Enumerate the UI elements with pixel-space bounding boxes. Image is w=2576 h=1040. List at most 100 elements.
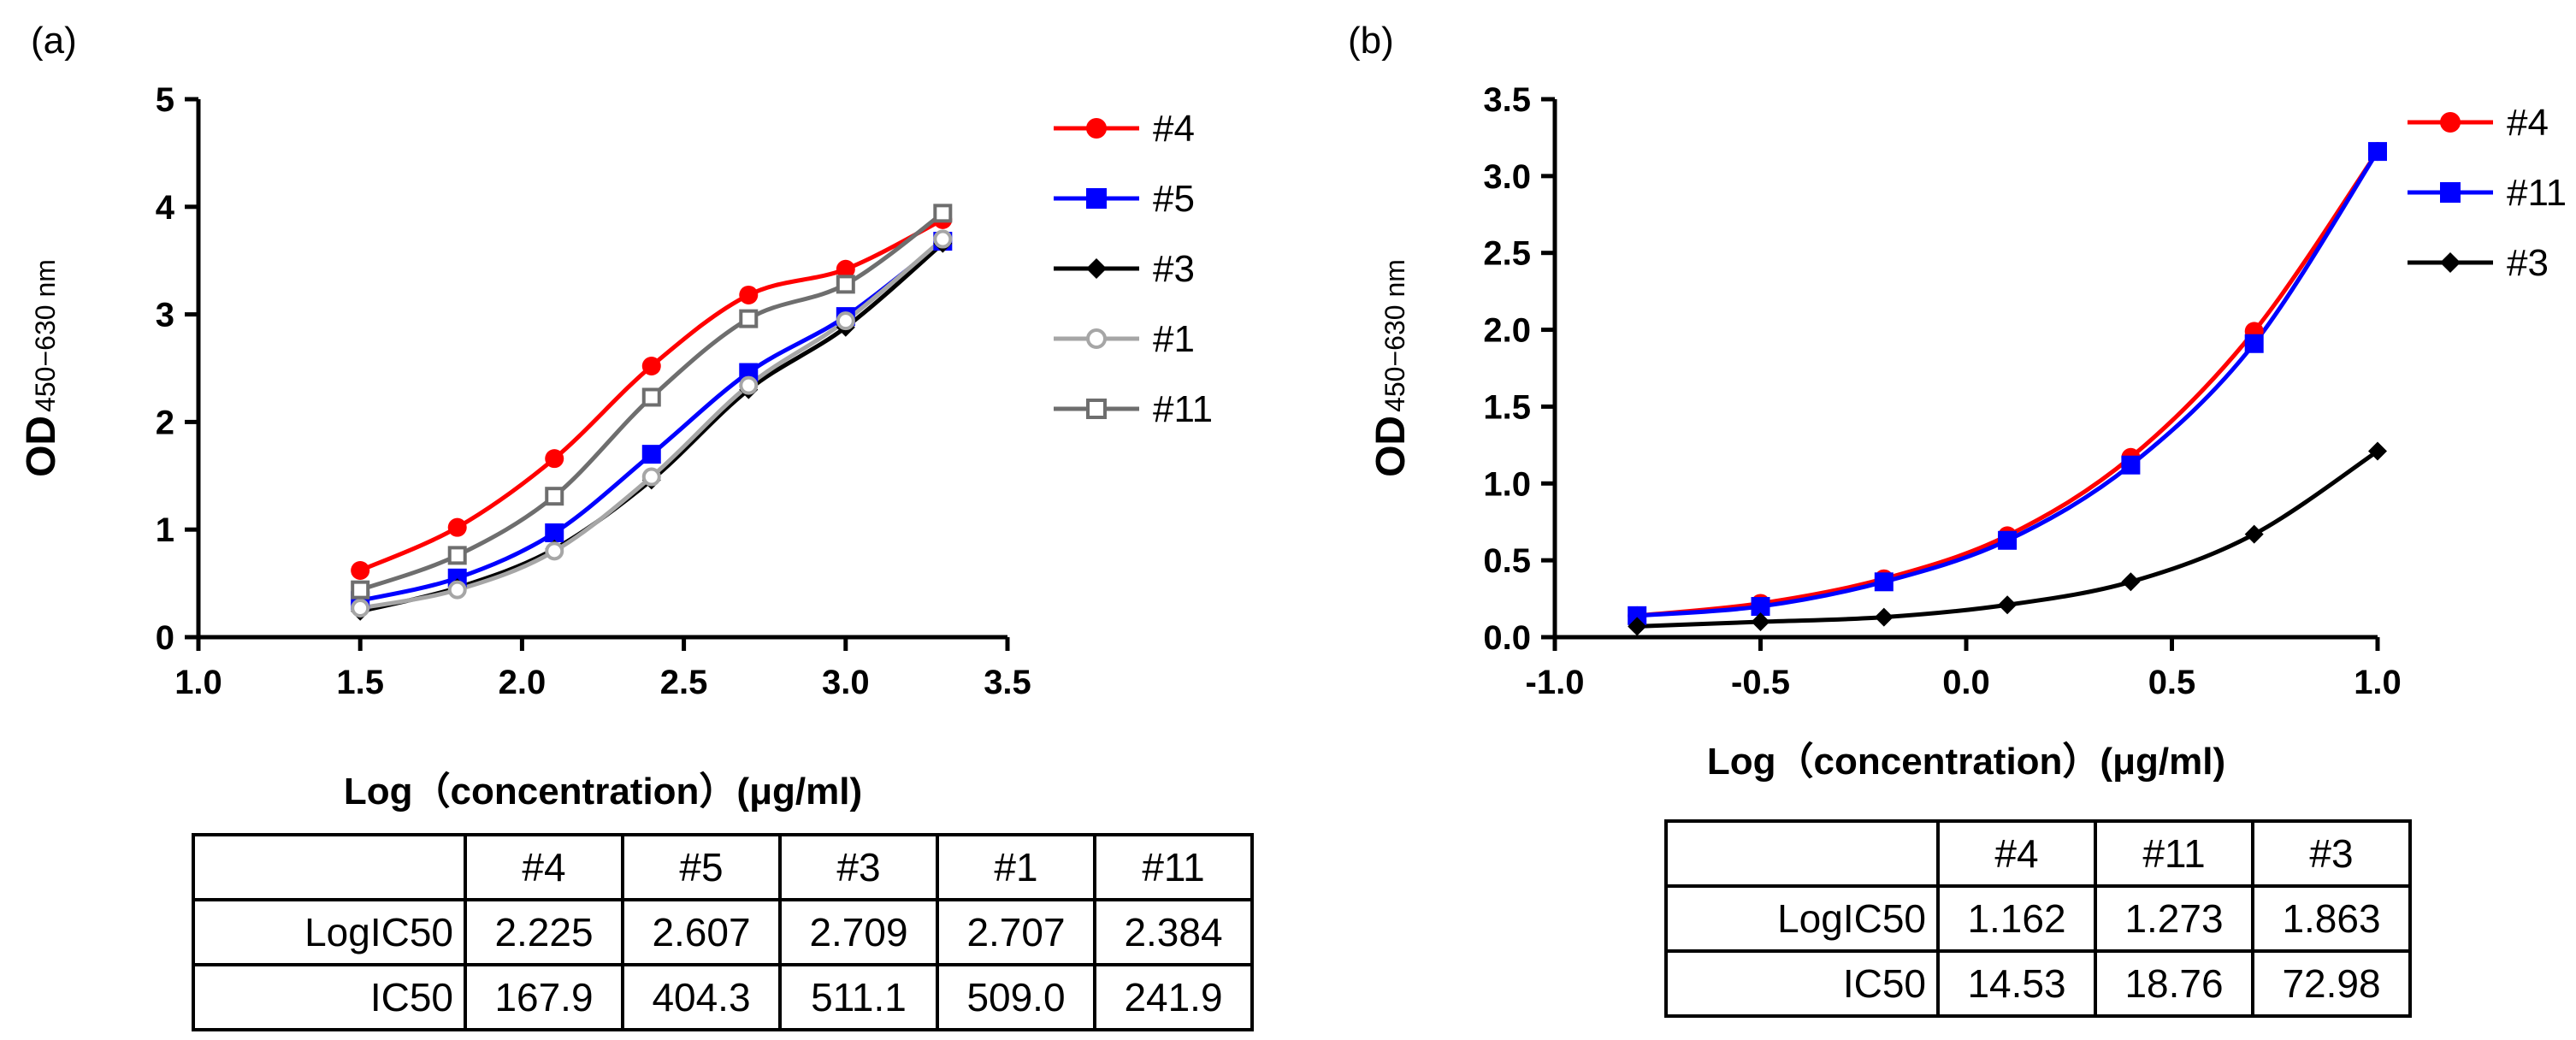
table-cell: 2.709 [778, 898, 939, 966]
y-tick-label: 2.5 [1483, 235, 1531, 273]
y-tick-label: 3.5 [1483, 81, 1531, 119]
table-cell: 1.273 [2094, 884, 2254, 953]
x-axis-label: Log（concentration）(μg/ml) [1707, 741, 2225, 783]
data-point [739, 375, 759, 395]
data-point [1874, 572, 1894, 592]
table-header-cell: #11 [1093, 833, 1254, 901]
table-row: LogIC50 1.162 1.273 1.863 [1664, 884, 2412, 953]
data-point [836, 311, 855, 331]
table-cell: 1.162 [1936, 884, 2097, 953]
legend: #4 #5 #3 #1 #11 [1054, 108, 1213, 430]
x-tick-label: 0.0 [1942, 664, 1990, 701]
y-axis-label: OD450−630 nm [1368, 259, 1414, 477]
y-tick-label: 2.0 [1483, 312, 1531, 350]
table-cell: 404.3 [621, 963, 782, 1031]
legend-marker [1086, 328, 1107, 349]
table-header-cell: #4 [1936, 819, 2097, 888]
legend-marker [1086, 188, 1107, 209]
data-point [739, 285, 759, 304]
data-point [1628, 617, 1647, 636]
table-cell: 2.384 [1093, 898, 1254, 966]
data-point [351, 580, 370, 600]
table-cell: 1.863 [2251, 884, 2412, 953]
table-cell: 511.1 [778, 963, 939, 1031]
y-tick-label: 4 [156, 189, 175, 227]
legend-label: #1 [1153, 318, 1195, 360]
y-tick-label: 3.0 [1483, 158, 1531, 196]
data-point [836, 275, 855, 294]
table-header-cell: #3 [2251, 819, 2412, 888]
series-line-5 [359, 239, 944, 603]
x-tick-label: 1.5 [336, 664, 384, 701]
x-tick-label: -0.5 [1731, 664, 1790, 701]
data-point [933, 204, 953, 223]
series-line-3 [359, 241, 944, 614]
y-tick-label: 5 [156, 81, 174, 119]
table-cell: 2.707 [936, 898, 1096, 966]
data-point [641, 387, 661, 407]
data-point [447, 580, 467, 600]
y-tick-label: 1.0 [1483, 465, 1531, 503]
data-point [933, 229, 953, 249]
data-point [1998, 595, 2018, 615]
ic50-table-a: #4 #5 #3 #1 #11 LogIC50 2.225 2.607 2.709 2.707 2.… [192, 833, 1254, 1031]
table-cell: 18.76 [2094, 949, 2254, 1018]
legend-marker [1086, 399, 1107, 419]
legend-marker [1086, 118, 1107, 139]
data-point [351, 561, 370, 581]
data-point [1751, 612, 1770, 632]
legend-label: #5 [1153, 178, 1195, 220]
x-tick-label: -1.0 [1526, 664, 1585, 701]
data-point [641, 445, 661, 464]
y-tick-label: 0 [156, 619, 174, 657]
y-tick-label: 2 [156, 404, 174, 441]
legend-label: #11 [1153, 388, 1213, 430]
legend-marker [2440, 182, 2461, 203]
table-corner-cell [1664, 819, 1940, 888]
legend-label: #3 [1153, 248, 1195, 290]
data-point [2121, 572, 2141, 592]
panel-label: (a) [31, 20, 77, 62]
x-tick-label: 1.0 [2354, 664, 2402, 701]
legend-label: #4 [2507, 102, 2549, 144]
table-cell: 241.9 [1093, 963, 1254, 1031]
x-tick-label: 1.0 [174, 664, 222, 701]
data-point [447, 546, 467, 565]
y-tick-label: 1.5 [1483, 388, 1531, 426]
table-cell: 509.0 [936, 963, 1096, 1031]
legend-marker [2440, 252, 2461, 273]
data-point [739, 363, 759, 382]
table-cell: 2.225 [464, 898, 624, 966]
data-point [2244, 524, 2264, 544]
data-point [1998, 530, 2018, 550]
legend: #4 #11 #3 [2408, 102, 2567, 284]
table-row: IC50 167.9 404.3 511.1 509.0 241.9 [192, 963, 1254, 1031]
chart-panel-a: (a) 1.0 1.5 2.0 2.5 3.0 3.5 0 1 2 3 4 5 OD450−630 nm L… [19, 20, 1213, 812]
legend-label: #11 [2507, 172, 2567, 214]
data-point [2368, 441, 2387, 461]
data-point [2368, 142, 2387, 162]
panel-label: (b) [1348, 20, 1394, 62]
data-point [1874, 607, 1894, 627]
data-point [545, 541, 564, 561]
y-tick-label: 3 [156, 297, 174, 334]
data-point [2121, 455, 2141, 475]
data-point [545, 523, 564, 542]
table-cell: 14.53 [1936, 949, 2097, 1018]
table-header-cell: #3 [778, 833, 939, 901]
legend-label: #4 [1153, 108, 1195, 150]
table-header-cell: #5 [621, 833, 782, 901]
legend-marker [2440, 112, 2461, 133]
x-tick-label: 3.0 [822, 664, 870, 701]
table-row-label: IC50 [1664, 949, 1940, 1018]
legend-marker [1086, 258, 1107, 279]
chart-panel-b: (b) -1.0 -0.5 0.0 0.5 1.0 0.0 0.5 1.0 1.5 2.0 2.5 3.… [1348, 20, 2567, 783]
data-point [739, 309, 759, 328]
y-tick-label: 1 [156, 511, 174, 549]
data-point [641, 356, 661, 375]
y-tick-label: 0.5 [1483, 542, 1531, 580]
x-axis-label: Log（concentration）(μg/ml) [344, 771, 862, 812]
y-tick-label: 0.0 [1483, 619, 1531, 657]
table-header-cell: #11 [2094, 819, 2254, 888]
data-point [545, 449, 564, 469]
